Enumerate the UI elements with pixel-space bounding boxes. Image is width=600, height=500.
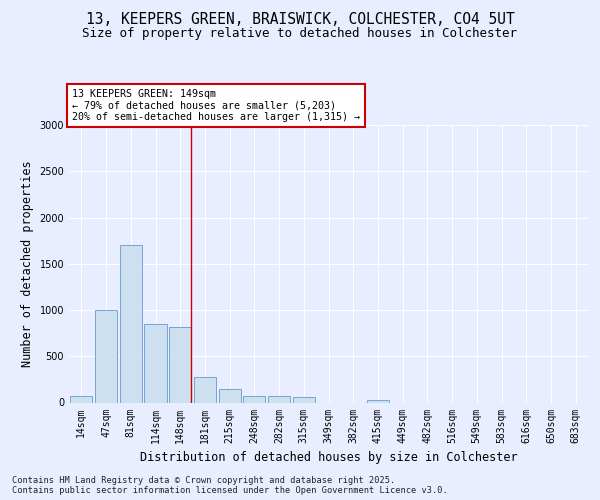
Y-axis label: Number of detached properties: Number of detached properties — [21, 160, 34, 367]
Bar — [95, 310, 117, 402]
Text: 13, KEEPERS GREEN, BRAISWICK, COLCHESTER, CO4 5UT: 13, KEEPERS GREEN, BRAISWICK, COLCHESTER… — [86, 12, 514, 28]
Bar — [243, 396, 265, 402]
Bar — [293, 398, 315, 402]
Bar — [145, 324, 167, 402]
Text: Contains HM Land Registry data © Crown copyright and database right 2025.
Contai: Contains HM Land Registry data © Crown c… — [12, 476, 448, 495]
Bar — [218, 389, 241, 402]
Bar — [119, 245, 142, 402]
Bar — [268, 396, 290, 402]
Text: 13 KEEPERS GREEN: 149sqm
← 79% of detached houses are smaller (5,203)
20% of sem: 13 KEEPERS GREEN: 149sqm ← 79% of detach… — [71, 89, 359, 122]
X-axis label: Distribution of detached houses by size in Colchester: Distribution of detached houses by size … — [140, 451, 517, 464]
Bar — [169, 326, 191, 402]
Bar — [70, 396, 92, 402]
Bar — [194, 376, 216, 402]
Bar — [367, 400, 389, 402]
Text: Size of property relative to detached houses in Colchester: Size of property relative to detached ho… — [83, 28, 517, 40]
